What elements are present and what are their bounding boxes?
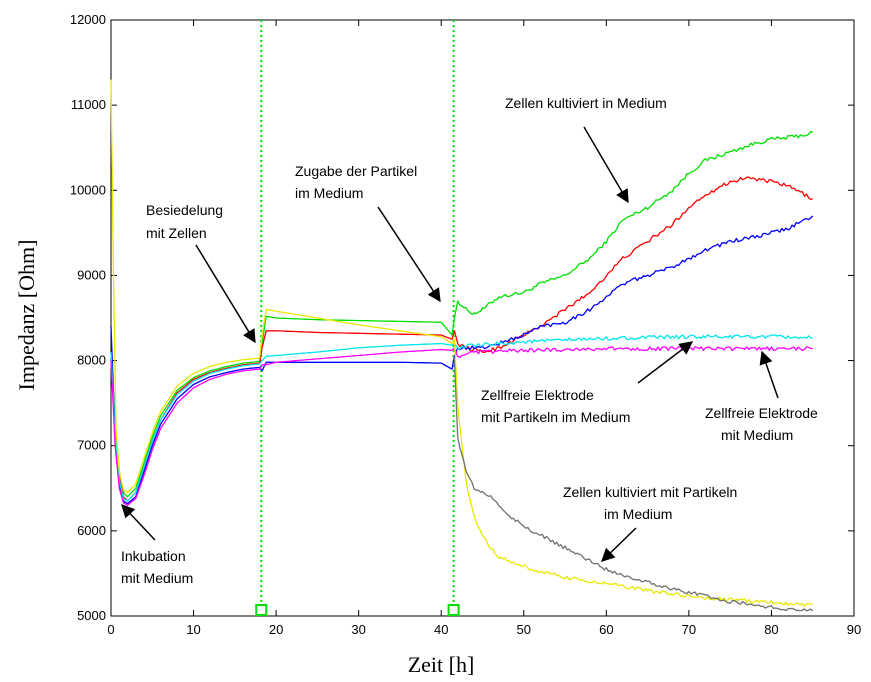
- annotation-besiedelung: Besiedelung mit Zellen: [146, 202, 227, 241]
- x-tick-label: 90: [847, 622, 861, 637]
- annotation-zellen-partikel: Zellen kultiviert mit Partikeln im Mediu…: [563, 484, 741, 522]
- series-line: [110, 215, 814, 505]
- annotation-zellfrei-medium: Zellfreie Elektrode mit Medium: [705, 405, 822, 443]
- ticks-layer: 0 10 20 30 40 50 60 70 80 90 5000 6000 7000 8000 9000 1…: [70, 12, 861, 637]
- arrow-zellfrei-partikel: [637, 341, 694, 384]
- series-line: [110, 176, 813, 502]
- marker-lines: [255, 20, 460, 616]
- annotation-zellfrei-partikel: Zellfreie Elektrode mit Partikeln im Med…: [481, 387, 630, 425]
- arrow-zellen-partikel: [601, 527, 637, 562]
- marker-handle: [255, 604, 268, 616]
- x-tick-label: 40: [434, 622, 448, 637]
- x-tick-label: 0: [107, 622, 114, 637]
- arrow-inkubation: [121, 504, 156, 541]
- y-tick-label: 12000: [70, 12, 106, 27]
- y-tick-label: 10000: [70, 182, 106, 197]
- y-tick-label: 11000: [71, 97, 106, 112]
- annotation-zugabe: Zugabe der Partikel im Medium: [295, 163, 421, 201]
- x-axis-label: Zeit [h]: [408, 652, 475, 677]
- series-layer: [110, 79, 814, 612]
- y-axis-label: Impedanz [Ohm]: [14, 240, 39, 391]
- arrow-zugabe: [377, 206, 441, 303]
- y-tick-label: 6000: [77, 523, 106, 538]
- y-tick-label: 9000: [77, 267, 106, 282]
- series-line: [110, 79, 813, 607]
- annotation-zellen-medium: Zellen kultiviert in Medium: [505, 95, 667, 111]
- series-line: [110, 334, 813, 502]
- y-tick-label: 5000: [77, 608, 106, 623]
- x-tick-label: 60: [599, 622, 613, 637]
- x-tick-label: 70: [682, 622, 696, 637]
- x-tick-label: 50: [517, 622, 531, 637]
- arrow-zellfrei-medium: [759, 350, 779, 399]
- annotations: Inkubation mit Medium Besiedelung mit Ze…: [121, 95, 822, 586]
- x-tick-label: 10: [186, 622, 200, 637]
- plot-area: [110, 19, 855, 617]
- series-line: [453, 360, 814, 612]
- arrow-zellen-medium: [583, 126, 629, 204]
- series-line: [110, 130, 813, 498]
- series-line: [110, 346, 813, 506]
- y-tick-label: 8000: [77, 353, 106, 368]
- x-tick-label: 20: [269, 622, 283, 637]
- annotation-inkubation: Inkubation mit Medium: [121, 548, 193, 586]
- x-tick-label: 30: [351, 622, 365, 637]
- y-tick-label: 7000: [77, 438, 106, 453]
- arrow-besiedelung: [195, 244, 256, 344]
- x-tick-label: 80: [764, 622, 778, 637]
- marker-handle: [447, 604, 460, 616]
